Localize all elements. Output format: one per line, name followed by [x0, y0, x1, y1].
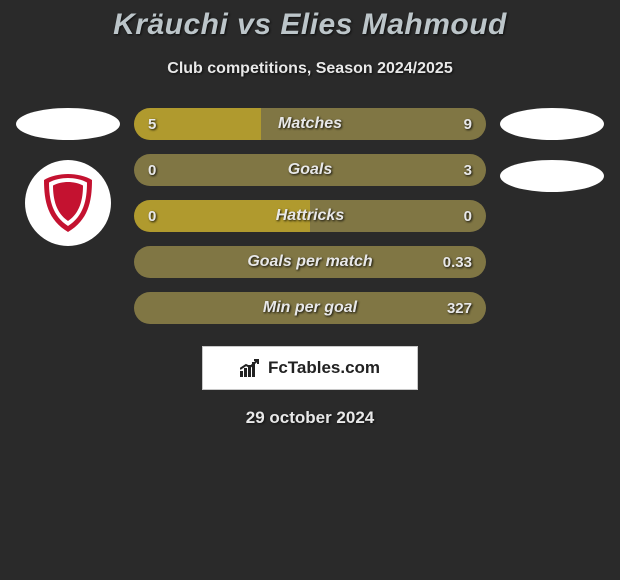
left-player-column: [8, 108, 128, 324]
stat-bar: Hattricks00: [134, 200, 486, 232]
attribution-box: FcTables.com: [202, 346, 418, 390]
stat-bar: Goals per match0.33: [134, 246, 486, 278]
comparison-card: Kräuchi vs Elies Mahmoud Club competitio…: [0, 0, 620, 428]
stat-bar-right-fill: [134, 292, 486, 324]
club-badge-right-placeholder: [500, 160, 604, 192]
right-player-column: [492, 108, 612, 324]
stat-bar-right-fill: [261, 108, 486, 140]
stat-bar-left-fill: [134, 108, 261, 140]
subtitle: Club competitions, Season 2024/2025: [0, 60, 620, 78]
stat-bar-left-fill: [134, 200, 310, 232]
stat-bar: Matches59: [134, 108, 486, 140]
page-title: Kräuchi vs Elies Mahmoud: [0, 8, 620, 42]
stat-bar: Goals03: [134, 154, 486, 186]
stat-bars: Matches59 Goals03 Hattricks00 Goals per mat…: [128, 108, 492, 324]
stat-bar-right-fill: [134, 246, 486, 278]
chart-icon: [240, 359, 262, 377]
stat-bar-right-fill: [134, 154, 486, 186]
stat-bar: Min per goal327: [134, 292, 486, 324]
attribution-text: FcTables.com: [268, 358, 380, 378]
club-badge-left: [25, 160, 111, 246]
content-row: Matches59 Goals03 Hattricks00 Goals per mat…: [0, 108, 620, 324]
date-label: 29 october 2024: [0, 408, 620, 428]
stat-bar-right-fill: [310, 200, 486, 232]
country-flag-right: [500, 108, 604, 140]
shield-icon: [40, 172, 96, 234]
country-flag-left: [16, 108, 120, 140]
